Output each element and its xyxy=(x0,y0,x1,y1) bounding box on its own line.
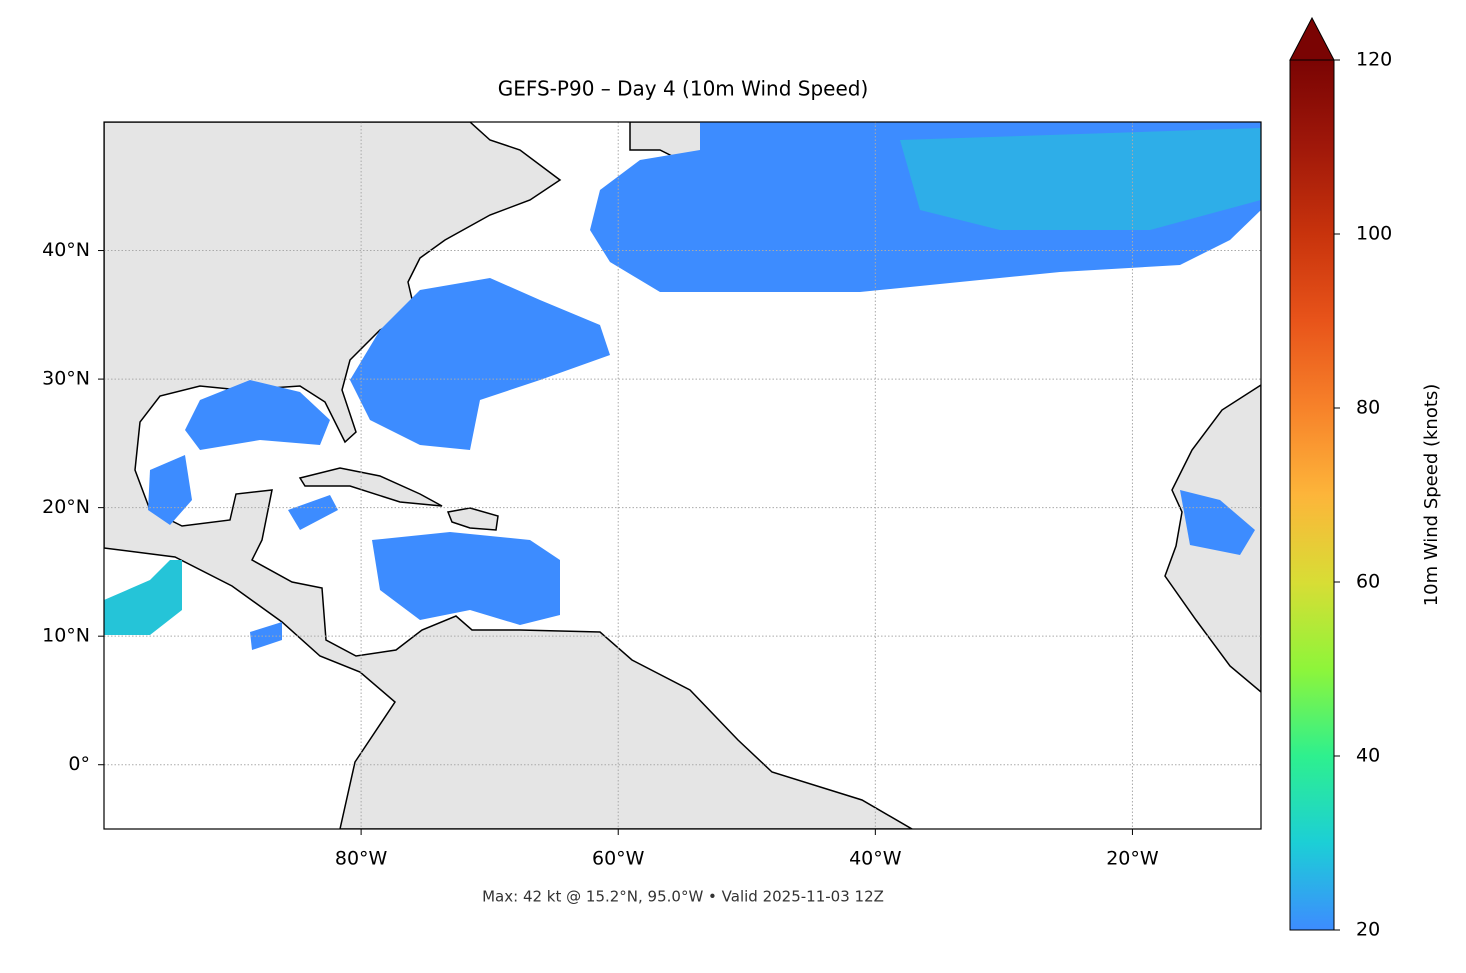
colorbar-extend xyxy=(1289,16,1335,61)
colorbar-tick-label: 120 xyxy=(1356,49,1392,71)
colorbar-tick-label: 80 xyxy=(1356,397,1380,419)
plot-frame xyxy=(103,121,1262,830)
colorbar-label: 10m Wind Speed (knots) xyxy=(1421,384,1442,607)
colorbar-tick-label: 40 xyxy=(1356,745,1380,767)
map-layer xyxy=(104,122,1261,829)
wind-area xyxy=(288,495,338,530)
wind-area xyxy=(185,380,330,450)
x-tick-label: 20°W xyxy=(1106,848,1159,870)
colorbar-tick-label: 100 xyxy=(1356,223,1392,245)
wind-area xyxy=(900,128,1261,230)
y-tick-label: 20°N xyxy=(42,496,90,518)
y-tick-label: 30°N xyxy=(42,368,90,390)
grid-layer xyxy=(104,122,1261,829)
wind-area xyxy=(372,532,560,625)
colorbar-tick-label: 20 xyxy=(1356,919,1380,941)
x-tick-label: 80°W xyxy=(335,848,388,870)
colorbar-tick-label: 60 xyxy=(1356,571,1380,593)
wind-area xyxy=(148,455,192,525)
x-tick-label: 60°W xyxy=(592,848,645,870)
y-tick-label: 0° xyxy=(68,753,90,775)
chart-title: GEFS-P90 – Day 4 (10m Wind Speed) xyxy=(498,77,869,101)
annotation: Max: 42 kt @ 15.2°N, 95.0°W • Valid 2025… xyxy=(482,888,884,906)
wind-area xyxy=(350,278,610,450)
y-tick-label: 10°N xyxy=(42,625,90,647)
y-tick-label: 40°N xyxy=(42,239,90,261)
wind-area xyxy=(1180,490,1255,555)
land xyxy=(298,467,443,507)
wind-area xyxy=(104,560,182,635)
colorbar xyxy=(1289,59,1335,931)
land xyxy=(104,122,914,829)
x-tick-label: 40°W xyxy=(849,848,902,870)
land xyxy=(446,507,499,531)
